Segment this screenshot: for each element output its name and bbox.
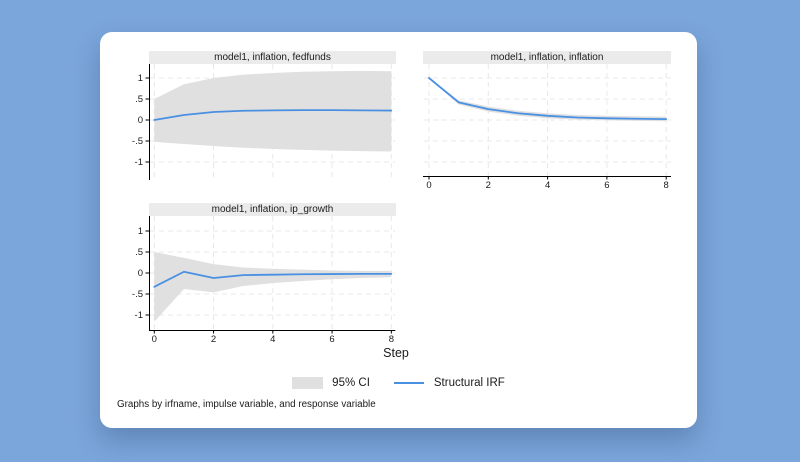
legend-irf-line-sample <box>393 382 424 384</box>
legend-irf-label: Structural IRF <box>433 377 505 389</box>
svg-text:-1: -1 <box>135 310 143 321</box>
svg-text:1: 1 <box>138 226 143 237</box>
panel-title-inflation: model1, inflation, inflation <box>423 51 671 64</box>
irf-plots-canvas: 1 .5 0 -.5 -1 0 2 4 6 8 1 .5 0 -.5 -1 0 2 4 6 8 <box>132 64 671 345</box>
svg-text:0: 0 <box>152 334 157 345</box>
irf-line-bottom-left <box>153 270 393 288</box>
svg-text:-1: -1 <box>135 157 143 168</box>
svg-text:2: 2 <box>211 334 216 345</box>
svg-text:1: 1 <box>138 73 143 84</box>
irf-line-top-left <box>153 109 393 121</box>
svg-text:8: 8 <box>389 334 394 345</box>
irf-line-top-right <box>428 77 668 121</box>
svg-text:4: 4 <box>270 334 275 345</box>
svg-text:2: 2 <box>486 180 491 191</box>
panel-title-ip-growth: model1, inflation, ip_growth <box>149 203 396 216</box>
legend: 95% CI Structural IRF <box>100 376 697 390</box>
x-axis-title: Step <box>383 346 409 360</box>
graph-window: 1 .5 0 -.5 -1 0 2 4 6 8 1 .5 0 -.5 -1 0 2 4 6 8 model1, inf… <box>100 32 697 428</box>
svg-text:6: 6 <box>329 334 334 345</box>
svg-text:.5: .5 <box>135 94 143 105</box>
svg-text:.5: .5 <box>135 247 143 258</box>
ci-band-top-right <box>429 78 667 122</box>
svg-text:-.5: -.5 <box>132 289 143 300</box>
panel-title-fedfunds: model1, inflation, fedfunds <box>149 51 396 64</box>
svg-text:0: 0 <box>426 180 431 191</box>
panel-bottom-left: 1 .5 0 -.5 -1 0 2 4 6 8 <box>132 216 396 345</box>
panel-top-right: 0 2 4 6 8 <box>423 64 671 191</box>
svg-text:8: 8 <box>664 180 669 191</box>
svg-text:4: 4 <box>545 180 550 191</box>
svg-text:0: 0 <box>138 268 143 279</box>
svg-text:-.5: -.5 <box>132 136 143 147</box>
panel-top-left: 1 .5 0 -.5 -1 <box>132 64 396 180</box>
ci-band-bottom-left <box>154 252 392 322</box>
legend-ci-swatch <box>292 377 324 389</box>
legend-ci-label: 95% CI <box>332 377 370 389</box>
svg-text:0: 0 <box>138 115 143 126</box>
graph-note: Graphs by irfname, impulse variable, and… <box>117 399 376 410</box>
svg-text:6: 6 <box>604 180 609 191</box>
